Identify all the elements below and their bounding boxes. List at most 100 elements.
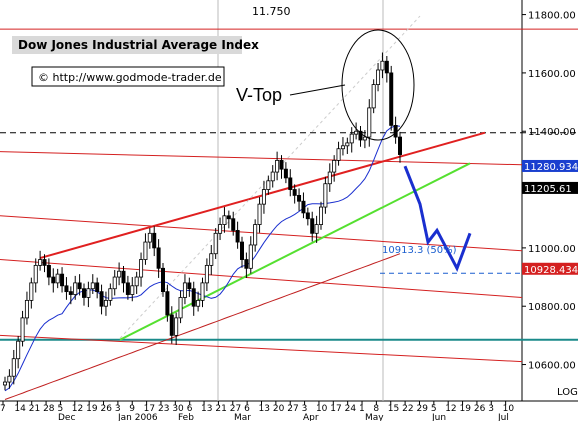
candle-body — [51, 276, 56, 284]
candle-body — [283, 168, 288, 179]
source-label: © http://www.godmode-trader.de — [38, 71, 222, 84]
y-tick-label: 10800.00 — [528, 302, 576, 313]
candle-body — [112, 276, 117, 290]
x-tick-label: 26 — [474, 404, 486, 414]
candle-body — [292, 189, 297, 196]
candle-body — [340, 145, 345, 150]
candle-body — [266, 180, 271, 190]
candle-body — [33, 264, 38, 284]
candle-body — [362, 136, 367, 141]
candle-body — [103, 299, 108, 307]
candle-body — [191, 288, 196, 307]
candle-body — [143, 241, 148, 260]
candle-body — [42, 259, 47, 266]
candle-body — [336, 148, 341, 161]
candle-body — [11, 358, 16, 377]
fan-line-2 — [0, 215, 523, 252]
candle-body — [24, 299, 29, 319]
y-tick-label: 10600.00 — [528, 361, 576, 372]
x-tick-label: 3 — [302, 404, 308, 414]
x-tick-label: 12 — [445, 404, 456, 414]
candle-body — [349, 133, 354, 144]
candle-body — [235, 229, 240, 243]
candle-body — [354, 130, 359, 135]
y-axis-panel — [522, 0, 578, 401]
x-tick-label: 6 — [244, 404, 250, 414]
x-tick-label: 19 — [86, 404, 98, 414]
price-tag-label: 11280.934 — [524, 162, 578, 173]
x-tick-label: 8 — [373, 404, 379, 414]
x-tick-label: 13 — [259, 404, 270, 414]
candle-body — [60, 273, 65, 287]
x-tick-label: 1 — [359, 404, 365, 414]
y-tick-label: 11000.00 — [528, 244, 576, 255]
candle-body — [345, 142, 350, 147]
candle-body — [55, 273, 60, 284]
forecast-path — [403, 165, 472, 272]
x-month-label: Feb — [178, 413, 194, 421]
x-tick-label: 6 — [187, 404, 193, 414]
x-tick-label: 7 — [0, 404, 6, 414]
candle-body — [68, 291, 73, 295]
candle-body — [7, 375, 12, 383]
x-tick-label: 15 — [388, 404, 399, 414]
candle-body — [178, 297, 183, 319]
price-tag-label: 10928.434 — [524, 265, 578, 276]
x-tick-label: 17 — [144, 404, 155, 414]
x-tick-label: 24 — [345, 404, 357, 414]
v-top-ellipse — [341, 29, 415, 141]
fib-label: 10913.3 (50%) — [382, 245, 457, 256]
x-tick-label: 21 — [215, 404, 226, 414]
candle-body — [244, 259, 249, 269]
candle-body — [393, 125, 398, 138]
candle-body — [196, 299, 201, 307]
candle-body — [222, 215, 227, 225]
candle-body — [209, 253, 214, 266]
candle-body — [248, 244, 253, 269]
candle-body — [46, 264, 51, 278]
candle-body — [169, 314, 174, 336]
x-tick-label: 26 — [101, 404, 113, 414]
x-tick-label: 29 — [416, 404, 428, 414]
x-tick-label: 23 — [158, 404, 169, 414]
x-tick-label: 12 — [72, 404, 83, 414]
x-tick-label: 3 — [115, 404, 121, 414]
candle-body — [99, 291, 104, 307]
candle-body — [397, 136, 402, 155]
v-top-pointer — [289, 84, 346, 96]
candle-body — [231, 218, 236, 231]
x-tick-label: 3 — [488, 404, 494, 414]
candle-body — [77, 282, 82, 290]
candle-body — [389, 72, 394, 126]
price-tag-box — [522, 181, 578, 194]
candle-body — [165, 291, 170, 316]
candle-body — [38, 259, 43, 266]
fan-line-1 — [0, 151, 523, 166]
candle-body — [174, 317, 179, 336]
candle-body — [139, 259, 144, 278]
candle-body — [64, 285, 69, 293]
x-tick-label: 27 — [287, 404, 298, 414]
candle-body — [156, 247, 161, 269]
x-tick-label: 5 — [57, 404, 63, 414]
y-tick-label: 11400.00 — [528, 127, 576, 138]
candle-body — [20, 317, 25, 342]
candle-body — [182, 282, 187, 298]
fan-line-4 — [0, 334, 523, 363]
x-tick-label: 17 — [330, 404, 341, 414]
candle-body — [239, 241, 244, 260]
candle-body — [160, 267, 165, 293]
candle-body — [86, 288, 91, 298]
candle-body — [323, 183, 328, 208]
candle-body — [130, 285, 135, 295]
candle-body — [3, 381, 8, 386]
candle-body — [376, 69, 381, 85]
candle-body — [187, 282, 192, 290]
price-tag-box — [522, 159, 578, 172]
top-level-label: 11.750 — [252, 5, 291, 18]
candle-body — [73, 282, 78, 295]
candle-body — [261, 189, 266, 205]
candle-body — [108, 288, 113, 301]
